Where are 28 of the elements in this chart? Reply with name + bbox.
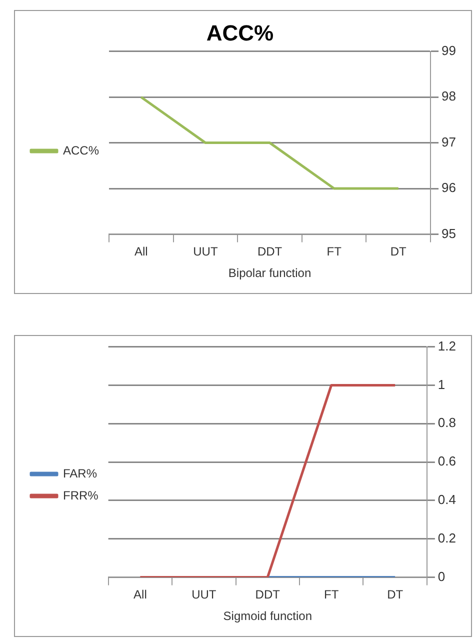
y-tick-label: 1.2 — [438, 338, 456, 354]
y-tick-label: 98 — [442, 88, 456, 104]
x-tick-label: UUT — [192, 588, 217, 602]
x-tick-label: FT — [326, 244, 342, 259]
x-tick-label: DT — [390, 244, 408, 259]
y-tick-label: 97 — [442, 134, 456, 150]
x-tick-label: DDT — [257, 244, 283, 259]
y-tick-label: 96 — [442, 180, 456, 196]
y-tick-label: 99 — [442, 42, 456, 58]
y-tick-label: 0.4 — [438, 492, 456, 507]
x-tick-label: All — [134, 244, 148, 259]
y-tick-label: 0.8 — [438, 415, 456, 430]
x-tick-label: DDT — [255, 588, 281, 602]
x-tick-label: UUT — [193, 244, 218, 259]
y-tick-label: 0.2 — [438, 530, 456, 546]
x-tick-label: FT — [324, 588, 340, 602]
legend-label: FAR% — [63, 466, 98, 480]
chart-title: ACC% — [206, 20, 274, 46]
legend-label: ACC% — [63, 143, 100, 158]
y-tick-label: 1 — [438, 376, 446, 392]
y-tick-label: 95 — [442, 226, 456, 241]
legend-label: FRR% — [63, 488, 99, 502]
x-tick-label: DT — [387, 588, 404, 602]
x-tick-label: All — [134, 588, 147, 602]
x-axis-title: Bipolar function — [228, 266, 312, 280]
y-tick-label: 0.6 — [438, 454, 456, 469]
y-tick-label: 0 — [438, 568, 446, 584]
x-axis-title: Sigmoid function — [223, 609, 312, 624]
